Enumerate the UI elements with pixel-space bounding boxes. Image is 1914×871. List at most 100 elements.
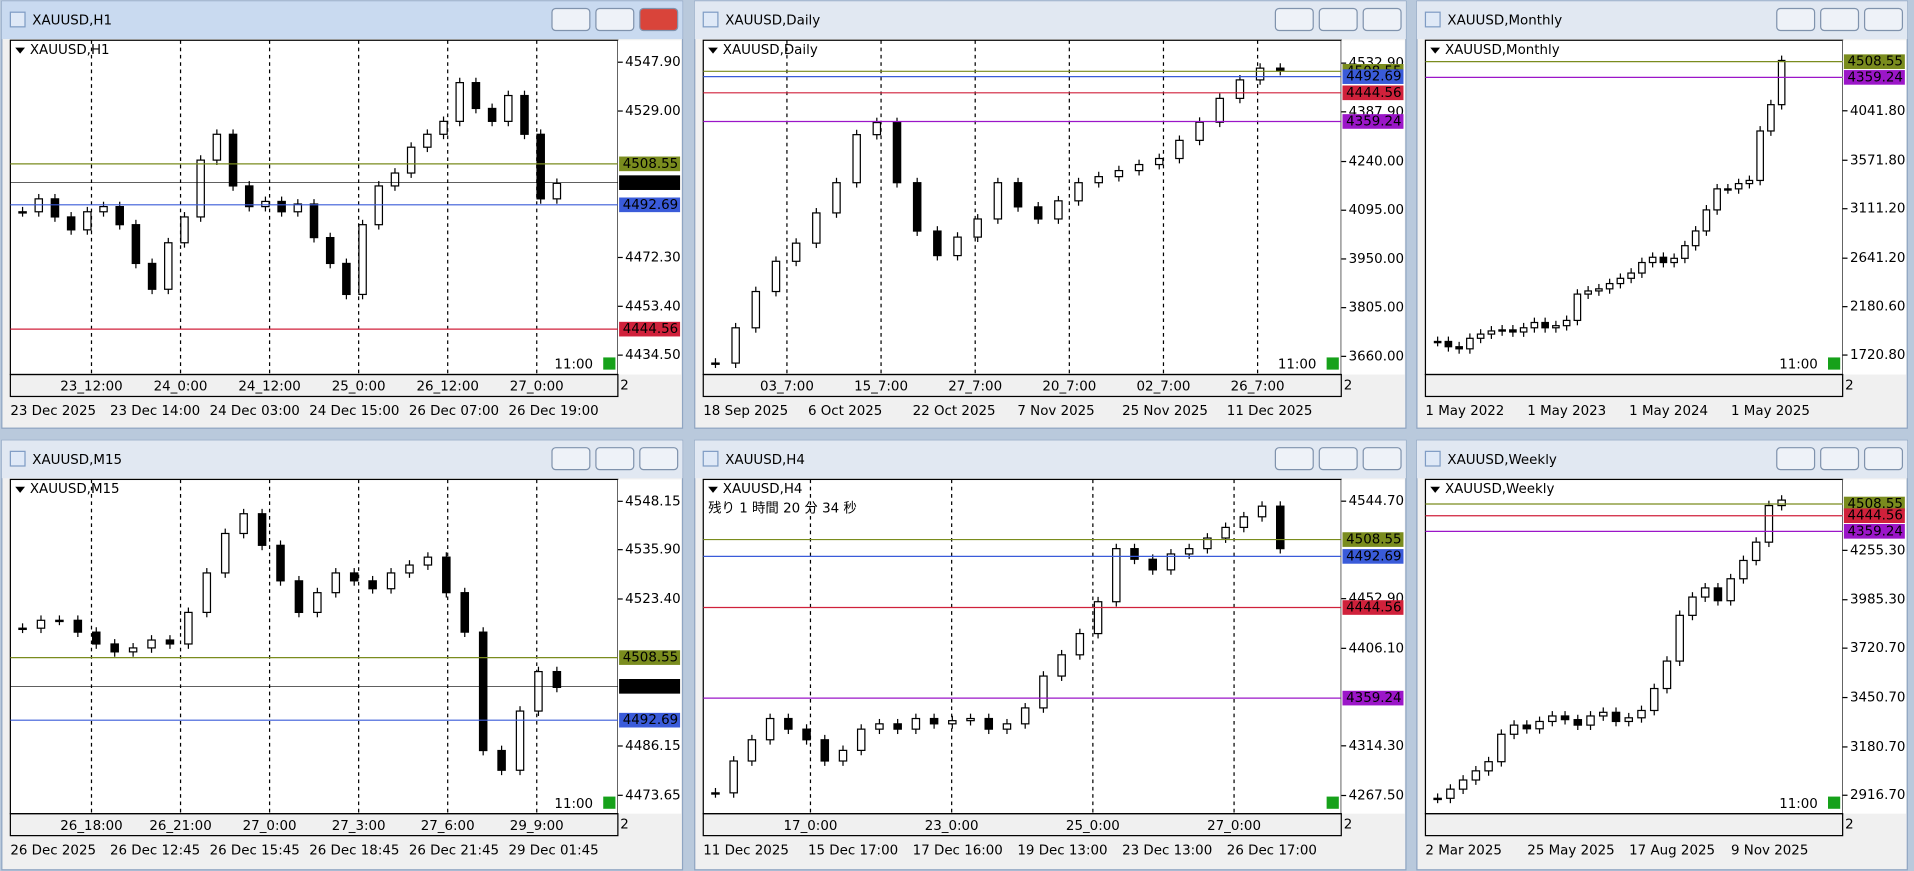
price-label: 3950.00 <box>1349 252 1404 267</box>
candle <box>1075 632 1085 656</box>
close-button[interactable] <box>1863 447 1904 471</box>
candle <box>1203 537 1212 550</box>
maximize-button[interactable] <box>1318 447 1358 471</box>
time-label: 26_18:00 <box>60 819 122 834</box>
axis-corner: 2 <box>1344 378 1353 393</box>
candle <box>1498 329 1506 332</box>
date-label: 29 Dec 01:45 <box>508 843 598 858</box>
maximize-button[interactable] <box>595 7 635 32</box>
minimize-button[interactable] <box>1274 7 1314 32</box>
axis-corner: 2 <box>620 378 629 393</box>
candle <box>784 717 793 730</box>
level-tag <box>1342 690 1404 706</box>
candle <box>1595 288 1603 292</box>
maximize-button[interactable] <box>1318 7 1358 32</box>
maximize-button[interactable] <box>595 447 635 471</box>
time-strip <box>9 373 619 398</box>
time-label: 27_6:00 <box>421 819 475 834</box>
candle <box>1560 715 1570 721</box>
candle <box>552 670 562 688</box>
minimize-button[interactable] <box>551 7 591 32</box>
time-label: 27_0:00 <box>243 819 297 834</box>
price-label: 3571.80 <box>1850 153 1905 168</box>
candle <box>1627 272 1635 279</box>
candle <box>331 572 341 594</box>
date-label: 18 Sep 2025 <box>703 404 788 419</box>
close-button[interactable] <box>639 7 679 32</box>
level-label: 4359.24 <box>1346 691 1401 706</box>
candle <box>164 242 173 290</box>
date-label: 19 Dec 13:00 <box>1017 843 1107 858</box>
time-label: 24_12:00 <box>238 380 300 395</box>
candle <box>1114 169 1124 178</box>
level-tag <box>619 156 681 172</box>
candle <box>73 619 83 633</box>
price-label: 2916.70 <box>1850 788 1905 803</box>
candle <box>1039 675 1048 709</box>
maximize-button[interactable] <box>1820 7 1860 32</box>
price-label: 1720.80 <box>1850 348 1905 363</box>
candle <box>1573 719 1583 726</box>
minimize-button[interactable] <box>551 447 591 471</box>
time-label: 29_9:00 <box>510 819 564 834</box>
price-label: 4255.30 <box>1850 543 1905 558</box>
price-label: 4041.80 <box>1850 104 1905 119</box>
candle <box>1519 327 1528 333</box>
candle <box>1446 788 1455 799</box>
candle <box>1605 282 1614 290</box>
candle <box>1154 157 1164 166</box>
candle <box>1509 724 1519 735</box>
candle <box>1239 516 1249 529</box>
status-box <box>1326 796 1339 809</box>
label-arrow <box>1430 486 1441 493</box>
price-label: 2641.20 <box>1850 251 1905 266</box>
candle <box>1777 499 1786 507</box>
close-button[interactable] <box>639 447 679 471</box>
candle <box>747 739 757 762</box>
candle <box>1476 333 1485 339</box>
chart-area <box>1424 39 1844 376</box>
level-tag <box>619 712 681 728</box>
candle <box>423 556 433 566</box>
candle <box>147 639 156 649</box>
candle <box>504 94 513 122</box>
candle <box>1611 711 1621 723</box>
price-label: 4406.10 <box>1349 641 1404 656</box>
close-button[interactable] <box>1362 447 1402 471</box>
date-label: 23 Dec 2025 <box>10 404 96 419</box>
candle <box>1235 79 1245 99</box>
status-box <box>603 357 616 370</box>
candle <box>1562 319 1571 327</box>
level-tag <box>1342 532 1404 547</box>
minimize-button[interactable] <box>1274 447 1314 471</box>
candle <box>202 572 212 614</box>
candle <box>552 182 562 200</box>
level-tag <box>1843 70 1905 85</box>
window-icon <box>1424 11 1441 28</box>
date-label: 23 Dec 13:00 <box>1122 843 1212 858</box>
date-label: 25 Nov 2025 <box>1122 404 1208 419</box>
maximize-button[interactable] <box>1820 447 1860 471</box>
date-label: 26 Dec 21:45 <box>409 843 499 858</box>
minimize-button[interactable] <box>1776 447 1816 471</box>
candle <box>875 723 884 730</box>
level-label: 4508.55 <box>1848 55 1903 70</box>
level-label: 4501.27 <box>623 679 678 694</box>
candle <box>1487 330 1496 335</box>
candle <box>342 262 351 296</box>
candle <box>1675 614 1684 662</box>
candle <box>1764 504 1774 543</box>
minimize-button[interactable] <box>1776 7 1816 32</box>
close-button[interactable] <box>1863 7 1904 32</box>
candle <box>1466 337 1474 350</box>
candle <box>1739 559 1748 580</box>
window-icon <box>9 450 26 467</box>
price-label: 3720.70 <box>1850 641 1905 656</box>
candle <box>872 121 882 136</box>
candle <box>147 262 157 290</box>
close-button[interactable] <box>1362 7 1402 32</box>
date-label: 1 May 2023 <box>1527 404 1606 419</box>
candle <box>1130 548 1139 560</box>
date-label: 11 Dec 2025 <box>703 843 789 858</box>
candle <box>948 720 957 725</box>
